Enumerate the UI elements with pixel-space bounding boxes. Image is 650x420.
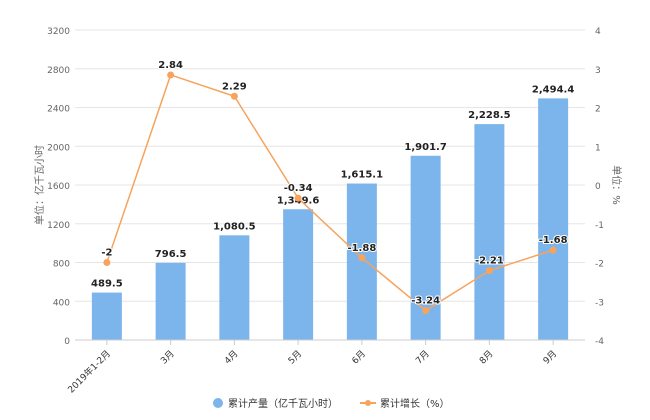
y2-tick-label: 1 [595, 143, 601, 153]
bar-data-label: 1,901.7 [404, 142, 446, 153]
line-point[interactable] [230, 92, 238, 100]
y-tick-label: 0 [64, 337, 70, 347]
bar[interactable] [474, 124, 505, 340]
x-tick-label: 3月 [159, 348, 177, 366]
line-point[interactable] [358, 254, 366, 262]
growth-line [106, 74, 554, 312]
bar[interactable] [283, 209, 314, 340]
bar[interactable] [155, 262, 186, 340]
bar-data-label: 2,494.4 [532, 84, 574, 95]
y2-tick-label: -3 [595, 298, 604, 308]
y-tick-label: 2800 [47, 66, 70, 76]
y2-tick-label: 0 [595, 182, 601, 192]
y-tick-label: 2000 [47, 143, 70, 153]
y-axis-right: -4 -3 -2 -1 0 1 2 3 4 [595, 27, 604, 347]
line-point[interactable] [103, 259, 111, 266]
y2-tick-label: -2 [595, 260, 604, 270]
bar-data-label: 1,080.5 [213, 221, 255, 232]
line-point[interactable] [485, 267, 493, 275]
x-tick-label: 6月 [350, 348, 368, 366]
legend-line-dot [365, 400, 371, 406]
line-data-label: 2.29 [222, 81, 247, 92]
grid-lines [75, 29, 585, 302]
line-point[interactable] [422, 307, 430, 315]
line-series: -2 2.84 2.29 -0.34 -1.88 -3.24 -2.21 -1.68 [100, 59, 569, 315]
bar[interactable] [219, 235, 250, 340]
line-data-label: -3.24 [411, 296, 440, 307]
bar-data-label: 489.5 [91, 279, 123, 290]
bar[interactable] [346, 183, 377, 340]
y2-tick-label: 3 [595, 66, 601, 76]
x-axis: 2019年1-2月 3月 4月 5月 6月 7月 8月 9月 [65, 339, 585, 396]
bar-data-label: 2,228.5 [468, 110, 510, 121]
line-point[interactable] [294, 194, 302, 202]
y-tick-label: 2400 [47, 105, 70, 115]
y-tick-label: 800 [53, 260, 70, 270]
bar[interactable] [538, 98, 569, 340]
y2-axis-label: 单位：% [610, 165, 623, 205]
bar-data-label: 796.5 [155, 249, 187, 260]
line-data-label: -1.68 [539, 235, 568, 246]
line-data-label: -2 [101, 248, 112, 259]
x-tick-label: 8月 [477, 348, 495, 366]
y-axis-left: 0 400 800 1200 1600 2000 2400 2800 3200 [47, 27, 70, 347]
x-tick-label: 9月 [541, 348, 559, 366]
x-tick-label: 7月 [414, 348, 432, 366]
bar-series: 489.5796.51,080.51,349.61,615.11,901.72,… [91, 84, 574, 340]
y2-tick-label: -4 [595, 337, 604, 347]
x-tick-label: 2019年1-2月 [65, 348, 113, 396]
line-data-label: 2.84 [158, 60, 183, 71]
y-tick-label: 400 [53, 298, 70, 308]
y-axis-label: 单位：亿千瓦小时 [33, 145, 46, 225]
legend-bar-label[interactable]: 累计产量（亿千瓦小时） [228, 397, 338, 410]
line-data-label: -0.34 [284, 183, 313, 194]
y-tick-label: 1200 [47, 221, 70, 231]
x-tick-label: 5月 [286, 348, 304, 366]
y2-tick-label: 4 [595, 27, 601, 37]
bar[interactable] [91, 292, 122, 340]
x-tick-label: 4月 [222, 348, 240, 366]
bar-data-label: 1,615.1 [341, 170, 383, 181]
y2-tick-label: -1 [595, 221, 604, 231]
legend-line-label[interactable]: 累计增长（%） [380, 397, 450, 410]
y2-tick-label: 2 [595, 105, 601, 115]
line-data-label: -2.21 [475, 256, 504, 267]
line-point[interactable] [167, 71, 175, 79]
line-point[interactable] [549, 246, 557, 254]
y-tick-label: 1600 [47, 182, 70, 192]
y-tick-label: 3200 [47, 27, 70, 37]
legend-bar-marker[interactable] [213, 398, 223, 408]
line-data-label: -1.88 [347, 243, 376, 254]
legend: 累计产量（亿千瓦小时） 累计增长（%） [213, 397, 450, 410]
